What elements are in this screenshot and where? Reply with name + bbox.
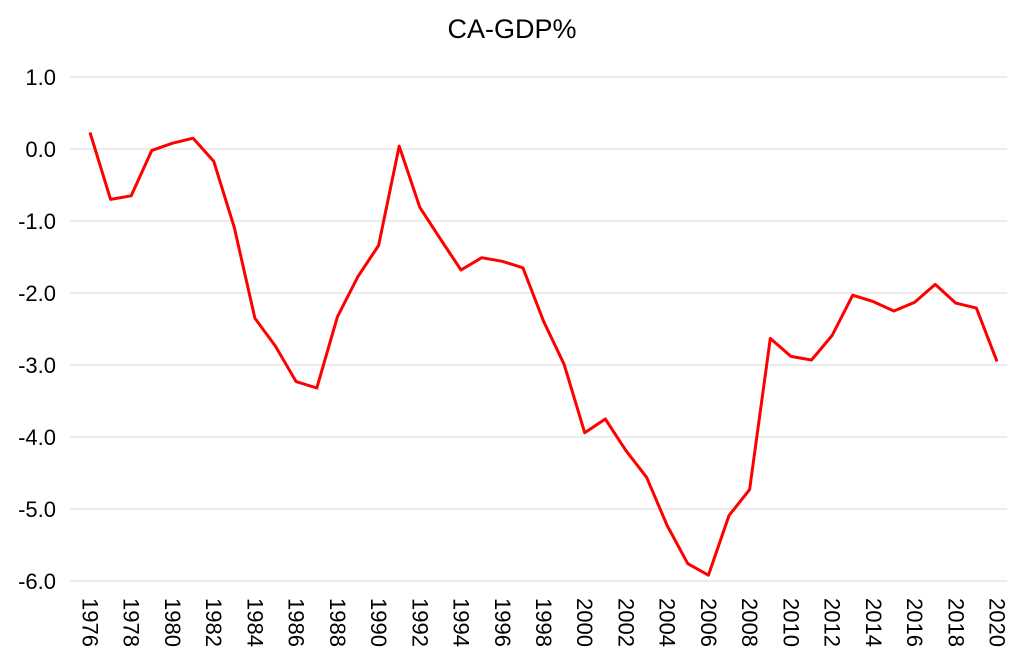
x-tick-label: 1988 (325, 598, 350, 647)
chart-title: CA-GDP% (447, 14, 577, 44)
y-tick-label: -5.0 (18, 497, 56, 522)
x-tick-label: 2004 (655, 598, 680, 647)
gridlines (70, 76, 1007, 582)
y-tick-label: -3.0 (18, 353, 56, 378)
x-tick-label: 1980 (160, 598, 185, 647)
y-tick-label: -4.0 (18, 425, 56, 450)
y-tick-label: 1.0 (25, 65, 56, 90)
x-tick-label: 2012 (820, 598, 845, 647)
series-layer (88, 131, 999, 577)
y-axis-tick-labels: 1.0 0.0 -1.0 -2.0 -3.0 -4.0 -5.0 -6.0 (18, 65, 56, 594)
y-tick-label: -6.0 (18, 569, 56, 594)
y-tick-label: -2.0 (18, 281, 56, 306)
y-tick-label: -1.0 (18, 209, 56, 234)
x-tick-label: 2014 (861, 598, 886, 647)
x-tick-label: 1992 (407, 598, 432, 647)
x-tick-label: 1982 (201, 598, 226, 647)
x-tick-label: 2016 (902, 598, 927, 647)
x-tick-label: 2000 (572, 598, 597, 647)
x-tick-label: 2018 (943, 598, 968, 647)
x-tick-label: 1984 (242, 598, 267, 647)
x-tick-label: 2020 (985, 598, 1010, 647)
x-tick-label: 1998 (531, 598, 556, 647)
y-tick-label: 0.0 (25, 137, 56, 162)
x-axis-tick-labels: 1976 1978 1980 1982 1984 1986 1988 1990 1992 1994… (78, 598, 1010, 647)
x-tick-label: 1994 (449, 598, 474, 647)
x-tick-label: 2006 (696, 598, 721, 647)
x-tick-label: 1986 (284, 598, 309, 647)
x-tick-label: 1990 (366, 598, 391, 647)
x-tick-label: 1978 (119, 598, 144, 647)
x-tick-label: 2002 (613, 598, 638, 647)
x-tick-label: 1976 (78, 598, 103, 647)
x-tick-label: 2008 (737, 598, 762, 647)
x-tick-label: 2010 (778, 598, 803, 647)
x-tick-label: 1996 (490, 598, 515, 647)
